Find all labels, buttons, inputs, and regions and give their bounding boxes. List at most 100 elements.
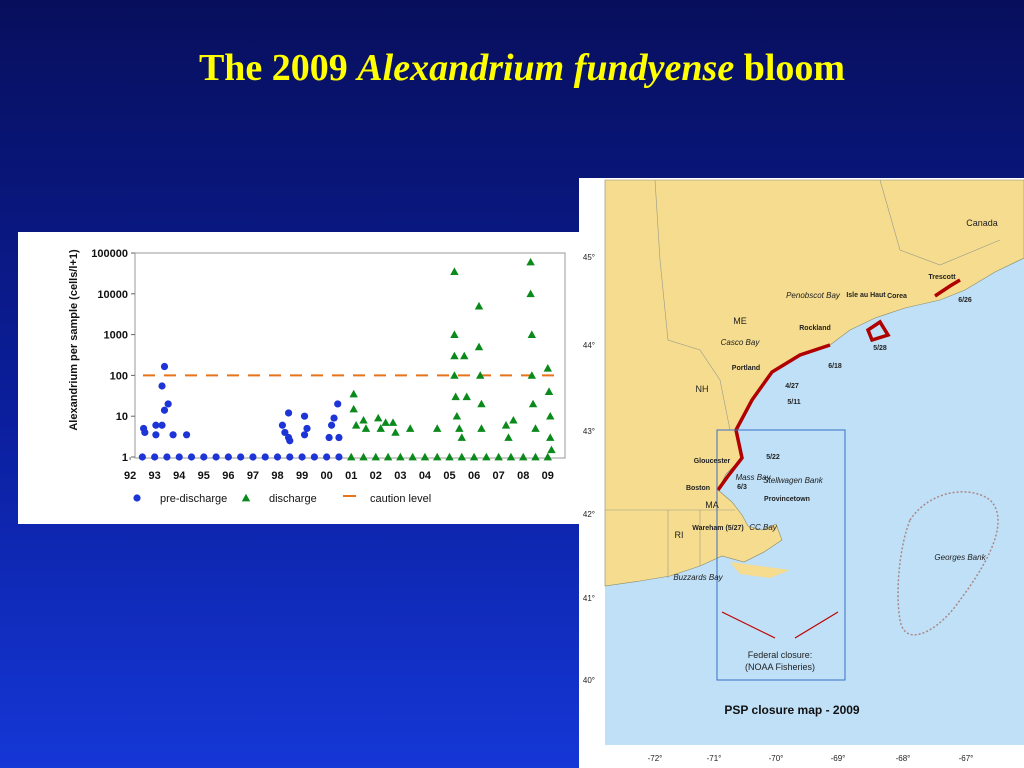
data-point bbox=[281, 428, 289, 437]
lon-label: -67° bbox=[959, 754, 974, 763]
lat-label: 41° bbox=[583, 594, 595, 603]
x-tick-label: 02 bbox=[370, 470, 382, 482]
data-point bbox=[261, 453, 269, 461]
land bbox=[604, 179, 1024, 587]
data-point bbox=[433, 424, 442, 432]
data-point bbox=[347, 452, 356, 461]
chart-background bbox=[18, 232, 580, 524]
map-title: PSP closure map - 2009 bbox=[724, 703, 860, 717]
data-point bbox=[310, 453, 318, 461]
lon-label: -70° bbox=[769, 754, 784, 763]
x-tick-label: 03 bbox=[394, 470, 406, 482]
borders bbox=[605, 179, 1001, 578]
data-point bbox=[160, 362, 169, 371]
date-label: 5/11 bbox=[787, 399, 800, 406]
x-tick-label: 01 bbox=[345, 470, 357, 482]
data-point bbox=[152, 431, 160, 439]
date-label: 6/26 bbox=[958, 297, 972, 304]
data-point bbox=[359, 452, 368, 461]
data-point bbox=[330, 414, 338, 422]
place-label: Corea bbox=[887, 293, 907, 300]
data-point bbox=[501, 421, 511, 429]
y-tick-label: 10 bbox=[116, 411, 128, 423]
data-point bbox=[406, 424, 415, 432]
slide-title: The 2009 Alexandrium fundyense bloom bbox=[199, 47, 845, 89]
data-point bbox=[169, 431, 177, 439]
data-point bbox=[286, 453, 294, 461]
date-label: 5/22 bbox=[766, 454, 780, 461]
data-point bbox=[224, 453, 232, 461]
y-tick-label: 100000 bbox=[91, 248, 128, 260]
place-label: ME bbox=[733, 316, 747, 326]
data-point bbox=[278, 421, 287, 429]
date-label: 6/18 bbox=[828, 363, 842, 370]
data-point bbox=[450, 371, 459, 379]
data-point bbox=[476, 371, 485, 379]
data-point bbox=[335, 453, 343, 461]
federal-closure-box bbox=[716, 429, 846, 681]
data-point bbox=[546, 412, 555, 420]
data-point bbox=[359, 415, 368, 424]
data-point bbox=[323, 453, 331, 461]
data-point bbox=[450, 351, 459, 360]
data-point bbox=[381, 418, 390, 426]
data-point bbox=[494, 452, 503, 461]
lat-label: 44° bbox=[583, 341, 595, 350]
lat-label: 40° bbox=[583, 676, 595, 685]
closure-coast bbox=[716, 278, 961, 492]
lat-label: 42° bbox=[583, 510, 595, 519]
place-label: Trescott bbox=[928, 274, 956, 281]
data-point bbox=[474, 301, 484, 310]
data-point bbox=[163, 453, 171, 461]
x-tick-label: 04 bbox=[419, 470, 432, 482]
data-point bbox=[531, 424, 540, 432]
data-point bbox=[477, 424, 486, 432]
water-label: Casco Bay bbox=[721, 338, 761, 347]
data-point bbox=[371, 452, 380, 461]
place-label: Provincetown bbox=[764, 496, 810, 503]
x-tick-label: 96 bbox=[222, 470, 234, 482]
data-point bbox=[451, 392, 460, 401]
data-point bbox=[183, 431, 191, 439]
x-tick-label: 08 bbox=[517, 470, 529, 482]
georges-bank bbox=[897, 491, 999, 636]
data-point bbox=[391, 428, 400, 436]
data-point bbox=[455, 424, 464, 432]
map: Federal closure: (NOAA Fisheries) PSP cl… bbox=[579, 178, 1024, 768]
data-point bbox=[526, 257, 535, 266]
data-point bbox=[284, 409, 293, 417]
chart-panel: Alexandrium per sample (cells/l+1) 1 10 10… bbox=[18, 232, 580, 524]
place-label: RI bbox=[675, 530, 684, 540]
data-point bbox=[335, 433, 343, 442]
data-point bbox=[298, 453, 306, 461]
x-tick-label: 99 bbox=[296, 470, 308, 482]
water-label: Buzzards Bay bbox=[673, 573, 723, 582]
data-point bbox=[300, 412, 309, 420]
lon-label: -72° bbox=[648, 754, 663, 763]
legend-marker bbox=[133, 494, 141, 502]
data-point bbox=[374, 413, 383, 422]
x-tick-label: 05 bbox=[443, 470, 455, 482]
data-point bbox=[462, 392, 471, 401]
data-point bbox=[376, 424, 385, 432]
x-tick-label: 97 bbox=[247, 470, 259, 482]
place-label: MA bbox=[705, 500, 719, 510]
data-point bbox=[528, 399, 538, 408]
y-tick-label: 100 bbox=[110, 370, 128, 382]
data-point bbox=[526, 289, 535, 298]
title-text: bloom bbox=[744, 47, 845, 89]
data-point bbox=[420, 452, 430, 461]
water-label: CC Bay bbox=[749, 523, 778, 532]
place-label: Boston bbox=[686, 485, 710, 492]
place-label: Canada bbox=[966, 218, 998, 228]
data-point bbox=[175, 453, 183, 461]
data-point bbox=[474, 342, 484, 351]
x-tick-label: 98 bbox=[271, 470, 283, 482]
data-point bbox=[212, 453, 220, 461]
data-point bbox=[433, 452, 442, 461]
data-point bbox=[164, 400, 172, 408]
lon-label: -68° bbox=[896, 754, 911, 763]
date-label: 5/28 bbox=[873, 345, 887, 352]
